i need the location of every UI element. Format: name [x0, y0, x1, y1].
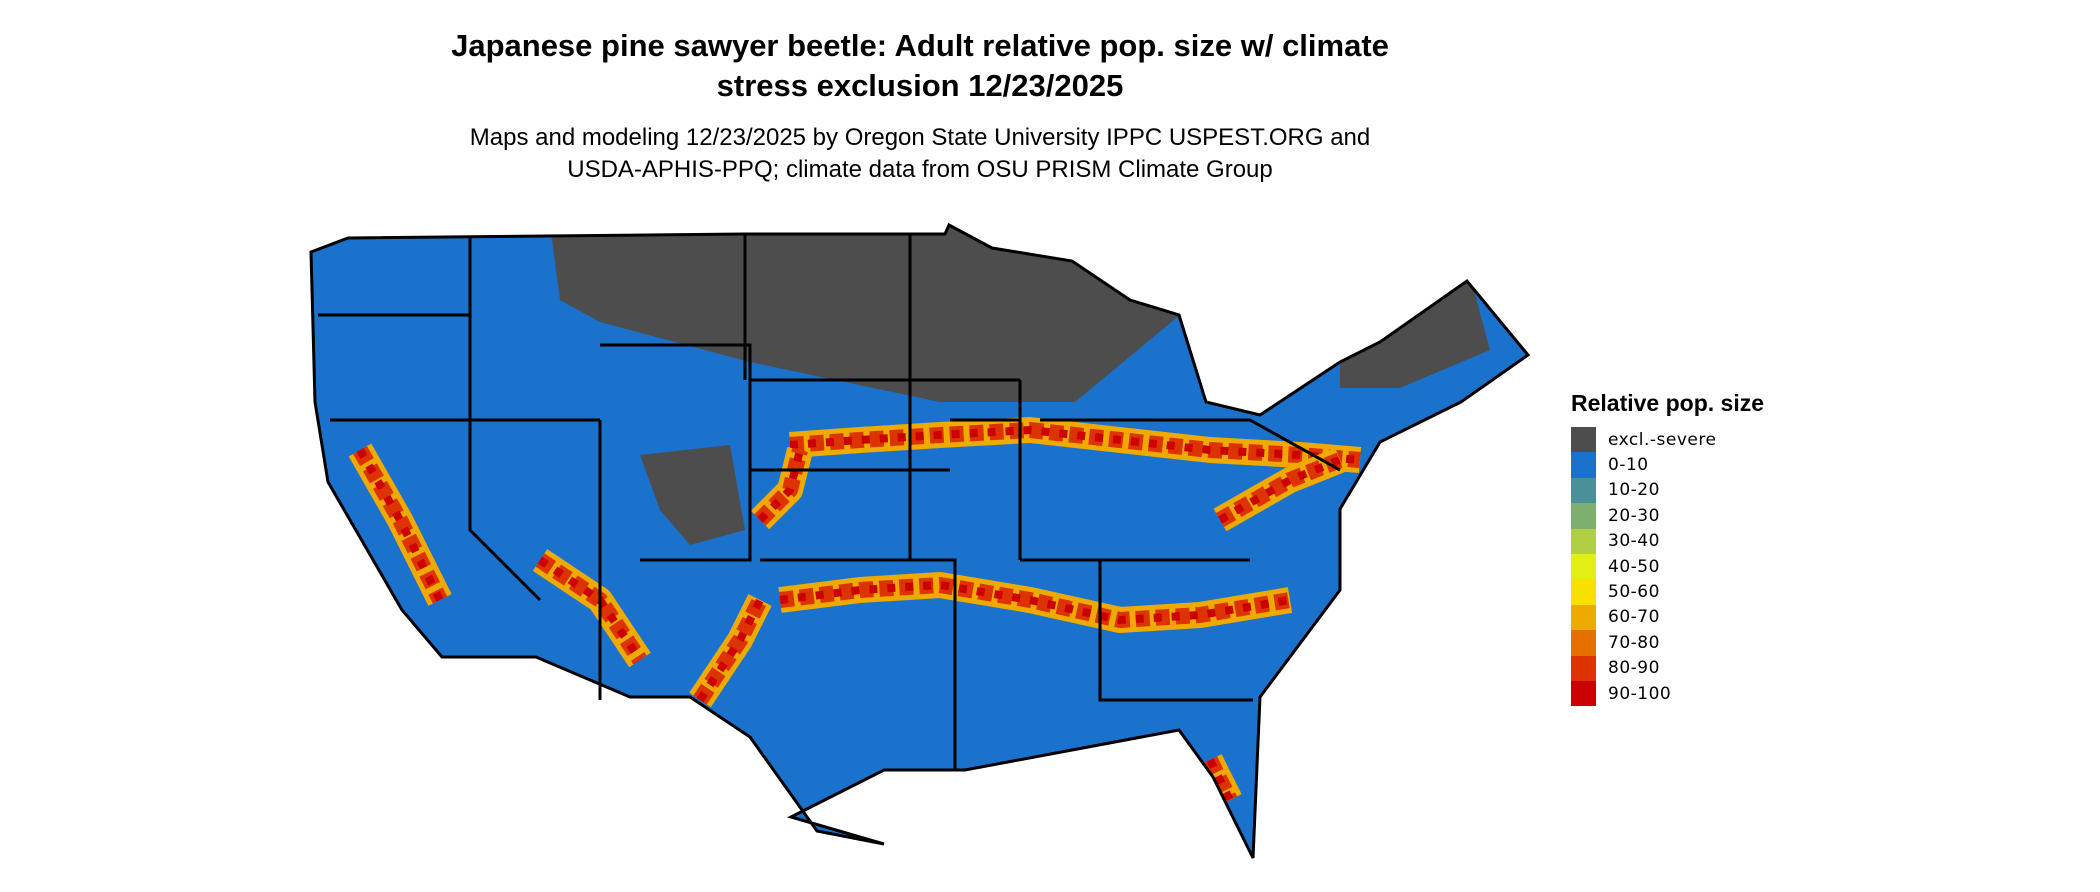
legend-item: 90-100: [1571, 680, 1764, 707]
excluded-new-england-region: [1340, 275, 1490, 388]
state-border: [908, 234, 1020, 382]
legend-label: 80-90: [1608, 658, 1660, 679]
excluded-colorado-region: [640, 445, 745, 545]
legend-item: excl.-severe: [1571, 427, 1764, 453]
legend-label: 30-40: [1608, 531, 1660, 552]
legend-swatch: [1571, 477, 1596, 504]
legend-label: excl.-severe: [1608, 429, 1717, 450]
legend-label: 90-100: [1608, 683, 1672, 704]
legend-swatch: [1571, 553, 1596, 580]
legend: Relative pop. size excl.-severe 0-10 10-20…: [1571, 390, 1765, 707]
map-subtitle: Maps and modeling 12/23/2025 by Oregon S…: [0, 122, 1840, 186]
subtitle-line-1: Maps and modeling 12/23/2025 by Oregon S…: [469, 124, 1371, 151]
subtitle-line-2: USDA-APHIS-PPQ; climate data from OSU PR…: [567, 156, 1273, 183]
legend-swatch: [1571, 604, 1596, 631]
title-line-2: stress exclusion 12/23/2025: [716, 68, 1124, 103]
hotspot-band: [779, 581, 1291, 624]
legend-swatch: [1571, 630, 1596, 656]
state-border: [600, 343, 752, 562]
legend-swatch: [1571, 655, 1596, 681]
legend-swatch: [1571, 452, 1596, 478]
legend-item: 0-10: [1571, 452, 1764, 478]
legend-title: Relative pop. size: [1571, 390, 1765, 416]
legend-item: 60-70: [1571, 604, 1764, 631]
legend-label: 40-50: [1608, 556, 1660, 577]
state-border: [330, 418, 542, 602]
excluded-north-region: [550, 225, 1180, 402]
legend-swatch: [1571, 503, 1596, 529]
legend-item: 70-80: [1571, 630, 1764, 656]
legend-item: 30-40: [1571, 528, 1764, 554]
hotspot-band: [757, 449, 804, 523]
hotspot-band: [789, 422, 1361, 468]
legend-swatch: [1571, 427, 1596, 453]
hotspot-band: [696, 598, 764, 703]
legend-label: 0-10: [1608, 455, 1649, 476]
hotspot-band: [353, 446, 448, 604]
state-border: [1098, 560, 1253, 702]
legend-swatch: [1571, 579, 1596, 605]
state-border: [1040, 418, 1341, 472]
legend-item: 20-30: [1571, 503, 1764, 529]
state-borders: [309, 223, 1530, 860]
legend-swatch: [1571, 528, 1596, 554]
legend-item: 50-60: [1571, 579, 1764, 605]
legend-item: 40-50: [1571, 553, 1764, 580]
legend-item: 80-90: [1571, 655, 1764, 681]
title-line-1: Japanese pine sawyer beetle: Adult relat…: [451, 28, 1389, 63]
legend-label: 50-60: [1608, 582, 1660, 603]
state-border: [760, 558, 957, 770]
legend-label: 20-30: [1608, 505, 1660, 526]
map-title: Japanese pine sawyer beetle: Adult relat…: [0, 26, 1840, 106]
hotspot-band: [1216, 452, 1343, 527]
legend-label: 60-70: [1608, 607, 1660, 628]
legend-label: 70-80: [1608, 632, 1660, 653]
legend-item: 10-20: [1571, 477, 1764, 504]
hotspot-band: [1206, 758, 1234, 802]
legend-label: 10-20: [1608, 480, 1660, 501]
legend-swatch: [1571, 680, 1596, 707]
